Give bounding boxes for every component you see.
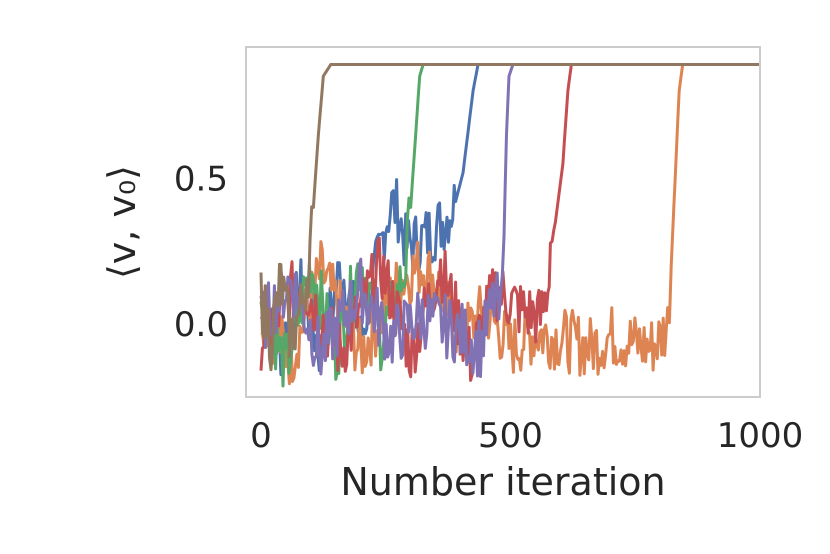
y-tick-label: 0.5 <box>174 159 228 199</box>
x-axis-label: Number iteration <box>340 460 665 504</box>
y-tick-labels: 0.0 0.5 <box>174 159 228 345</box>
plot-frame <box>245 46 761 398</box>
x-tick-label: 1000 <box>717 416 804 456</box>
series-layer <box>259 63 760 388</box>
y-tick-label: 0.0 <box>174 305 228 345</box>
series-line-6 <box>259 63 760 372</box>
x-tick-labels: 0 500 1000 <box>250 416 803 456</box>
y-axis-label: ⟨v, v₀⟩ <box>100 165 144 279</box>
x-tick-label: 0 <box>250 416 272 456</box>
x-tick-label: 500 <box>478 416 543 456</box>
